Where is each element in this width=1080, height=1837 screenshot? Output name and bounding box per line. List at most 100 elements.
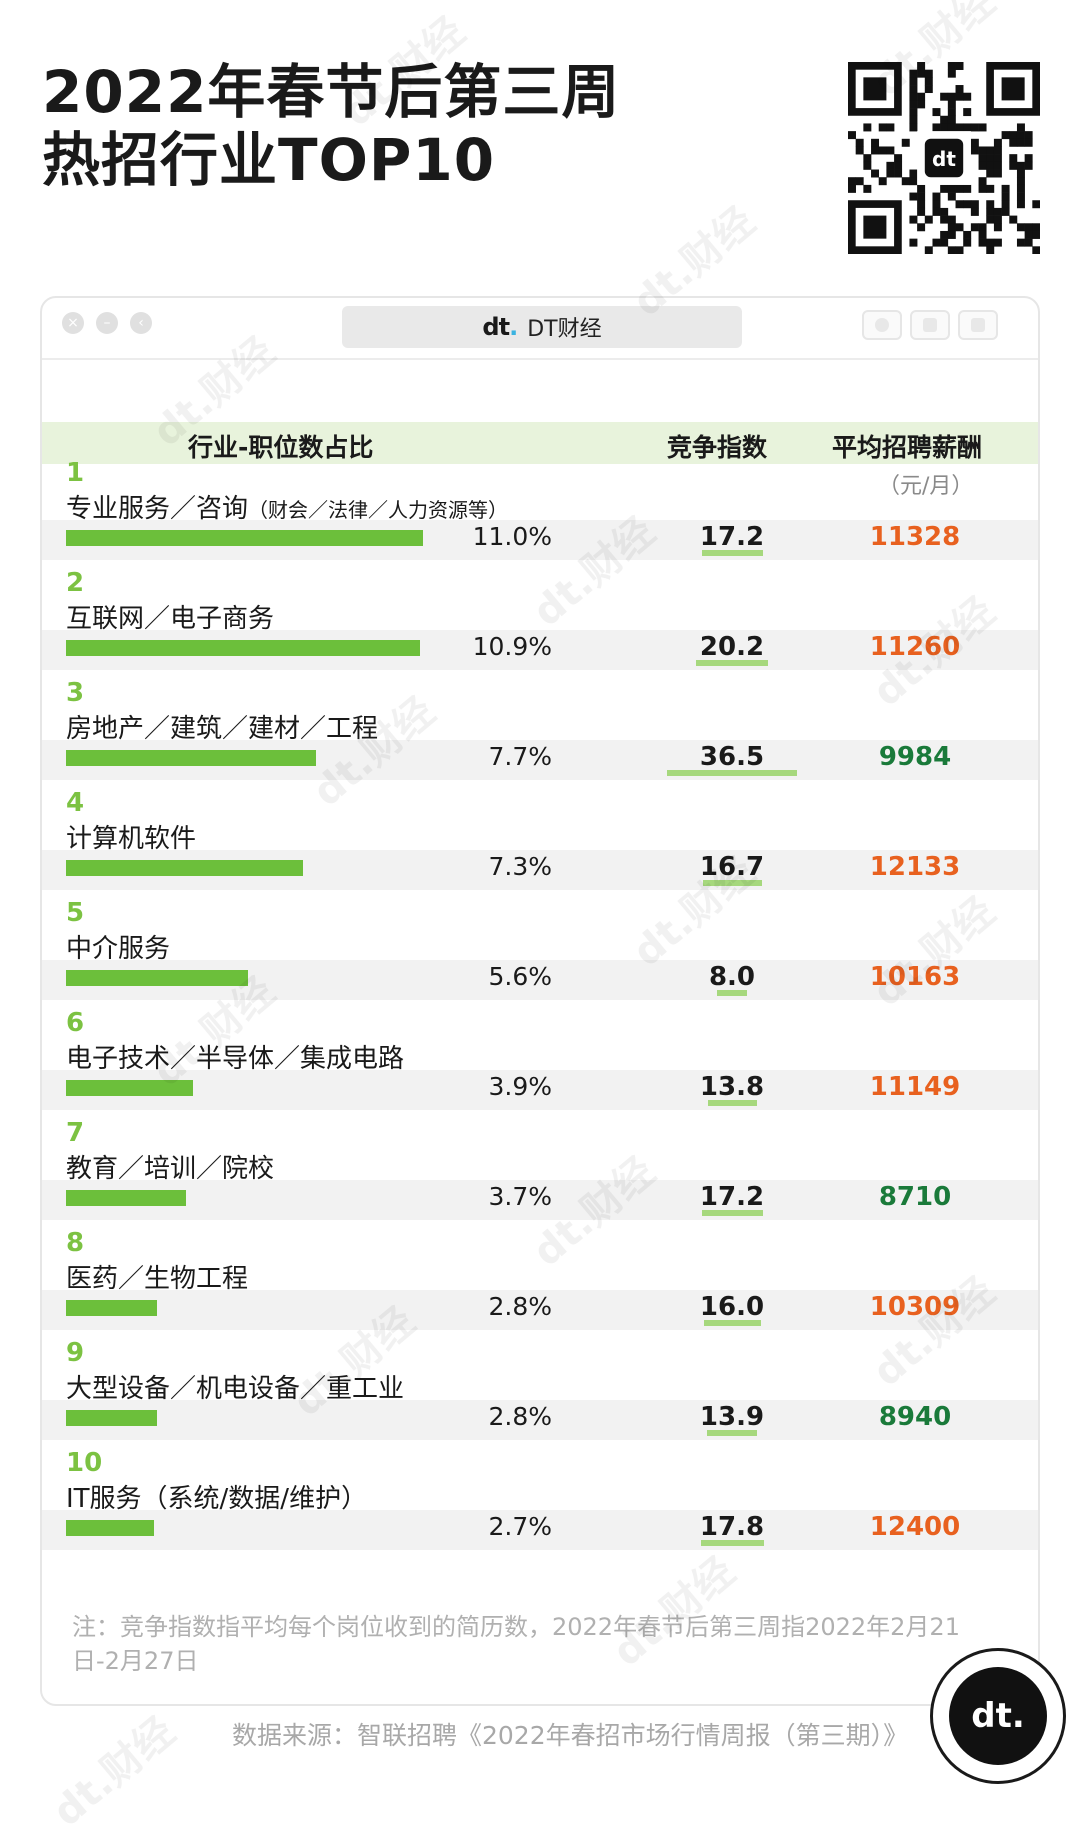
competition-underline — [701, 1210, 763, 1216]
maximize-icon[interactable]: ‹ — [130, 312, 152, 334]
row-rank: 4 — [66, 788, 85, 818]
data-source: 数据来源：智联招聘《2022年春招市场行情周报（第三期）》 — [232, 1721, 909, 1750]
copy-icon[interactable] — [958, 310, 998, 340]
dt-badge-icon[interactable]: dt. — [930, 1648, 1066, 1784]
salary-value: 8940 — [878, 1402, 952, 1432]
competition-value: 20.2 — [699, 632, 765, 662]
browser-tab[interactable]: dt. DT财经 — [342, 306, 742, 348]
table-row: 7 教育／培训／院校 3.7% 17.2 8710 — [42, 1118, 1038, 1228]
row-stripe — [42, 1180, 1038, 1220]
tab-label: DT财经 — [527, 317, 602, 342]
industry-label: 互联网／电子商务 — [66, 604, 275, 634]
competition-underline — [696, 660, 768, 666]
row-industry-name: 医药／生物工程 — [66, 1258, 248, 1295]
row-rank: 7 — [66, 1118, 85, 1148]
row-industry-name: 计算机软件 — [66, 818, 196, 855]
minimize-icon[interactable]: – — [96, 312, 118, 334]
competition-underline — [707, 1430, 757, 1436]
competition-value: 17.8 — [699, 1512, 765, 1542]
browser-card: × – ‹ dt. DT财经 行业-职位数占比 竞争指数 平均招聘薪酬 （元/月… — [40, 296, 1040, 1706]
header-industry: 行业-职位数占比 — [188, 433, 374, 462]
share-value: 7.7% — [488, 742, 552, 771]
share-value: 2.7% — [488, 1512, 552, 1541]
record-icon[interactable] — [862, 310, 902, 340]
row-rank: 3 — [66, 678, 85, 708]
share-value: 5.6% — [488, 962, 552, 991]
qr-center-logo: dt — [932, 147, 956, 171]
share-bar — [66, 1080, 193, 1096]
row-stripe — [42, 1290, 1038, 1330]
competition-underline — [701, 550, 763, 556]
competition-underline — [703, 1320, 761, 1326]
row-stripe — [42, 1070, 1038, 1110]
industry-label: 医药／生物工程 — [66, 1264, 249, 1294]
title-line-2: 热招行业TOP10 — [42, 126, 496, 194]
share-bar — [66, 530, 423, 546]
row-stripe — [42, 1400, 1038, 1440]
industry-label: 房地产／建筑／建材／工程 — [66, 714, 379, 744]
salary-unit: （元/月） — [878, 474, 974, 499]
table-row: 4 计算机软件 7.3% 16.7 12133 — [42, 788, 1038, 898]
page-title: 2022年春节后第三周 热招行业TOP10 — [42, 58, 620, 194]
industry-label: 计算机软件 — [66, 824, 197, 854]
share-value: 2.8% — [488, 1292, 552, 1321]
row-industry-name: 中介服务 — [66, 928, 170, 965]
salary-value: 10163 — [869, 962, 961, 992]
row-industry-name: IT服务（系统/数据/维护） — [66, 1478, 367, 1515]
industry-label: IT服务（系统/数据/维护） — [66, 1484, 368, 1514]
share-bar — [66, 1410, 157, 1426]
share-icon[interactable] — [910, 310, 950, 340]
row-rank: 10 — [66, 1448, 103, 1478]
row-industry-name: 电子技术／半导体／集成电路 — [66, 1038, 404, 1075]
footnote: 注：竞争指数指平均每个岗位收到的简历数，2022年春节后第三周指2022年2月2… — [72, 1613, 960, 1675]
competition-value: 17.2 — [699, 1182, 765, 1212]
table-row: 10 IT服务（系统/数据/维护） 2.7% 17.8 12400 — [42, 1448, 1038, 1558]
row-industry-name: 大型设备／机电设备／重工业 — [66, 1368, 404, 1405]
share-bar — [66, 750, 316, 766]
row-rank: 8 — [66, 1228, 85, 1258]
competition-value: 36.5 — [699, 742, 765, 772]
window-titlebar: × – ‹ dt. DT财经 — [42, 298, 1038, 358]
industry-label: 专业服务／咨询 — [66, 494, 249, 524]
salary-value: 9984 — [878, 742, 952, 772]
competition-underline — [717, 990, 747, 996]
share-value: 11.0% — [472, 522, 552, 551]
qr-code: dt — [848, 62, 1040, 254]
row-industry-name: 教育／培训／院校 — [66, 1148, 274, 1185]
competition-underline — [667, 770, 797, 776]
share-bar — [66, 1520, 154, 1536]
competition-value: 16.7 — [699, 852, 765, 882]
close-icon[interactable]: × — [62, 312, 84, 334]
share-bar — [66, 1190, 186, 1206]
row-rank: 6 — [66, 1008, 85, 1038]
competition-underline — [702, 880, 762, 886]
share-bar — [66, 640, 420, 656]
table-row: 8 医药／生物工程 2.8% 16.0 10309 — [42, 1228, 1038, 1338]
competition-underline — [700, 1540, 764, 1546]
row-industry-name: 互联网／电子商务 — [66, 598, 274, 635]
table-row: 2 互联网／电子商务 10.9% 20.2 11260 — [42, 568, 1038, 678]
share-bar — [66, 860, 303, 876]
row-rank: 9 — [66, 1338, 85, 1368]
row-rank: 5 — [66, 898, 85, 928]
row-rank: 1 — [66, 458, 85, 488]
industry-label: 教育／培训／院校 — [66, 1154, 275, 1184]
competition-value: 13.8 — [699, 1072, 765, 1102]
industry-label: 电子技术／半导体／集成电路 — [66, 1044, 405, 1074]
dt-logo-icon: dt. — [482, 313, 518, 341]
header-salary: 平均招聘薪酬 — [832, 433, 983, 462]
industry-label: 中介服务 — [66, 934, 171, 964]
row-rank: 2 — [66, 568, 85, 598]
watermark: dt.财经 — [44, 1708, 184, 1836]
salary-value: 12400 — [869, 1512, 961, 1542]
competition-value: 16.0 — [699, 1292, 765, 1322]
table-row: 3 房地产／建筑／建材／工程 7.7% 36.5 9984 — [42, 678, 1038, 788]
table-row: 6 电子技术／半导体／集成电路 3.9% 13.8 11149 — [42, 1008, 1038, 1118]
share-value: 3.9% — [488, 1072, 552, 1101]
salary-value: 10309 — [869, 1292, 961, 1322]
table-header: 行业-职位数占比 竞争指数 平均招聘薪酬 — [42, 422, 1038, 464]
salary-value: 11328 — [869, 522, 961, 552]
salary-value: 11260 — [869, 632, 961, 662]
share-value: 10.9% — [472, 632, 552, 661]
competition-value: 17.2 — [699, 522, 765, 552]
